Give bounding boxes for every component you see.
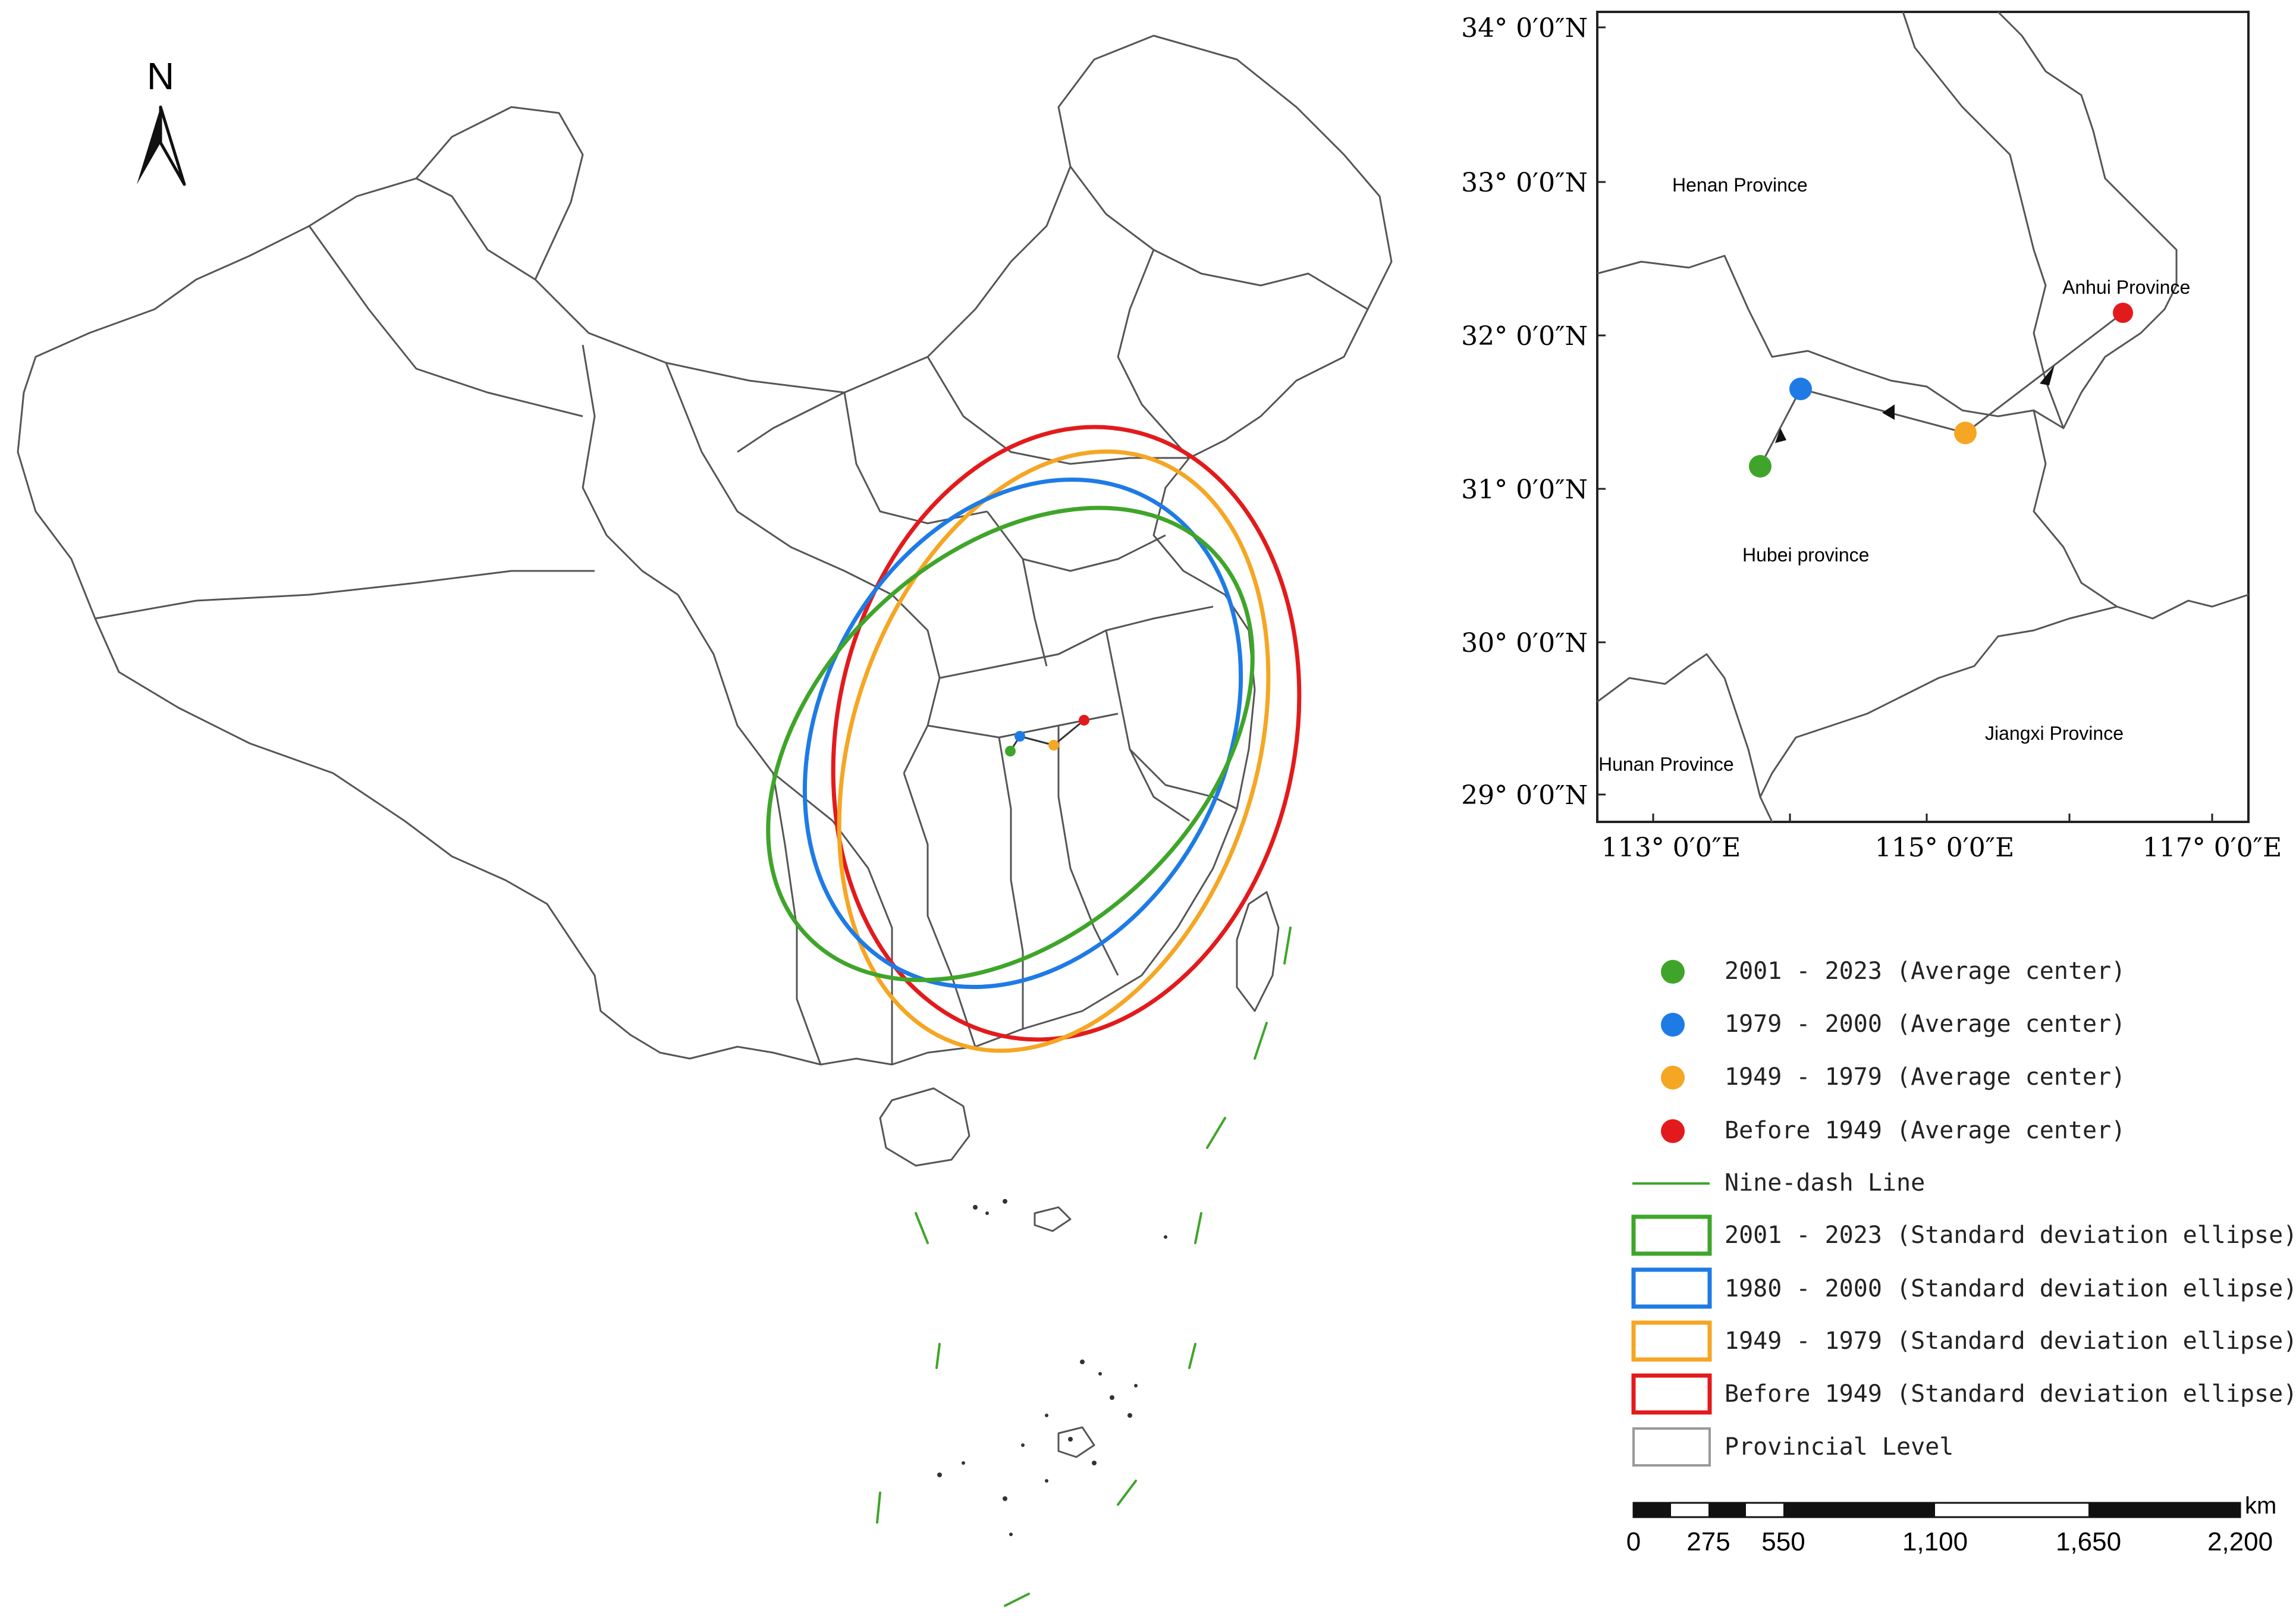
legend-symbol-orange-dot [1661,1066,1685,1090]
lat-30: 30° 0′0″N [1461,628,1588,658]
legend-symbol-red-box [1631,1373,1712,1415]
lon-117: 117° 0′0″E [2143,833,2282,863]
legend-label-1: 2001 - 2023 (Average center) [1725,957,2125,985]
main-map-centers [1005,715,1089,756]
inset-center-1949-1979 [1954,422,1977,444]
taiwan-island [1236,891,1280,1012]
main-center-2001-2023 [1005,746,1016,756]
legend-label-4: Before 1949 (Average center) [1725,1117,2125,1144]
std-ellipses [766,425,1302,1053]
china-outline [17,34,1393,1066]
scale-unit: km [2245,1493,2276,1519]
legend-label-6: 2001 - 2023 (Standard deviation ellipse) [1725,1222,2296,1249]
north-arrow: N [137,55,186,186]
legend-label-3: 1949 - 1979 (Average center) [1725,1063,2125,1091]
label-jiangxi: Jiangxi Province [1985,723,2124,744]
ellipse-before-1949 [831,425,1302,1042]
hainan-island [879,1087,970,1167]
scale-label-550: 550 [1761,1527,1805,1556]
north-label: N [147,55,174,98]
legend-label-5: Nine-dash Line [1725,1169,1925,1197]
legend-symbol-grey-box [1632,1427,1711,1467]
ellipse-1980-2000 [802,477,1243,990]
legend-symbol-orange-box [1631,1320,1712,1362]
scale-label-2200: 2,200 [2207,1527,2273,1556]
legend-label-8: 1949 - 1979 (Standard deviation ellipse) [1725,1327,2296,1355]
scs-islets [937,1199,1167,1536]
inset-center-before-1949 [2113,303,2133,323]
inset-center-1979-2000 [1789,378,1812,400]
lat-32: 32° 0′0″N [1461,321,1588,351]
inset-frame [1596,11,2250,823]
legend-label-10: Provincial Level [1725,1433,1953,1461]
lat-34: 34° 0′0″N [1461,13,1588,43]
legend-symbol-red-dot [1661,1119,1685,1143]
legend-label-7: 1980 - 2000 (Standard deviation ellipse) [1725,1275,2296,1302]
ellipse-2001-2023 [766,506,1255,982]
china-provinces-map [17,34,1393,1458]
legend-symbol-blue-dot [1661,1013,1685,1037]
label-anhui: Anhui Province [2062,277,2190,298]
legend-symbol-green-box [1631,1214,1712,1256]
scale-label-1650: 1,650 [2056,1527,2121,1556]
lat-33: 33° 0′0″N [1461,168,1588,198]
lon-115: 115° 0′0″E [1875,833,2015,863]
ellipse-1949-1979 [837,449,1271,1053]
main-center-1949-1979 [1048,740,1059,751]
scale-label-275: 275 [1686,1527,1730,1556]
nine-dash-line [876,927,1292,1607]
lat-29: 29° 0′0″N [1461,780,1588,811]
legend: 2001 - 2023 (Average center) 1979 - 2000… [1631,957,2296,1467]
label-hunan: Hunan Province [1598,754,1734,775]
label-hubei: Hubei province [1742,544,1869,566]
legend-label-9: Before 1949 (Standard deviation ellipse) [1725,1380,2296,1408]
legend-symbol-green-dot [1661,960,1685,984]
legend-label-2: 1979 - 2000 (Average center) [1725,1010,2125,1038]
scale-label-0: 0 [1626,1527,1641,1556]
inset-map: 34° 0′0″N 33° 0′0″N 32° 0′0″N 31° 0′0″N … [1461,11,2282,863]
inset-center-2001-2023 [1749,455,1772,478]
label-henan: Henan Province [1672,174,1808,196]
lon-113: 113° 0′0″E [1601,833,1741,863]
scale-label-1100: 1,100 [1902,1527,1968,1556]
lat-31: 31° 0′0″N [1461,475,1588,505]
scale-bar: km 0 275 550 1,100 1,650 2,200 [1626,1493,2277,1556]
legend-symbol-blue-box [1631,1267,1712,1309]
main-center-before-1949 [1079,715,1089,726]
main-center-1979-2000 [1014,731,1025,742]
